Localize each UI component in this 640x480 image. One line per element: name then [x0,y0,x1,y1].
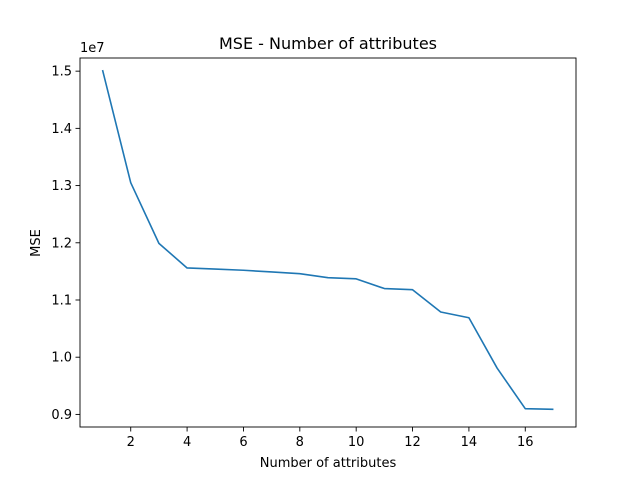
chart-title: MSE - Number of attributes [219,34,437,53]
y-axis-title: MSE [29,229,44,257]
x-tick-label: 8 [296,435,304,450]
x-tick-label: 4 [183,435,191,450]
y-tick-label: 1.1 [51,293,72,308]
y-tick-label: 0.9 [51,408,72,423]
x-tick-label: 10 [348,435,365,450]
x-axis-title: Number of attributes [260,456,397,471]
plot-area: 2 4 6 8 10 12 14 16 0.9 1.0 1.1 1.2 1.3 1.4 1.5 [51,57,577,450]
x-tick-label: 12 [404,435,421,450]
x-tick-label: 16 [517,435,534,450]
y-tick-label: 1.5 [51,65,72,80]
x-tick-label: 6 [239,435,247,450]
y-tick-label: 1.0 [51,351,72,366]
x-tick-label: 14 [461,435,478,450]
y-tick-label: 1.4 [51,122,72,137]
series-line-0 [101,69,554,411]
y-offset-label: 1e7 [80,41,105,56]
x-tick-label: 2 [127,435,135,450]
y-tick-label: 1.3 [51,179,72,194]
y-tick-label: 1.2 [51,236,72,251]
